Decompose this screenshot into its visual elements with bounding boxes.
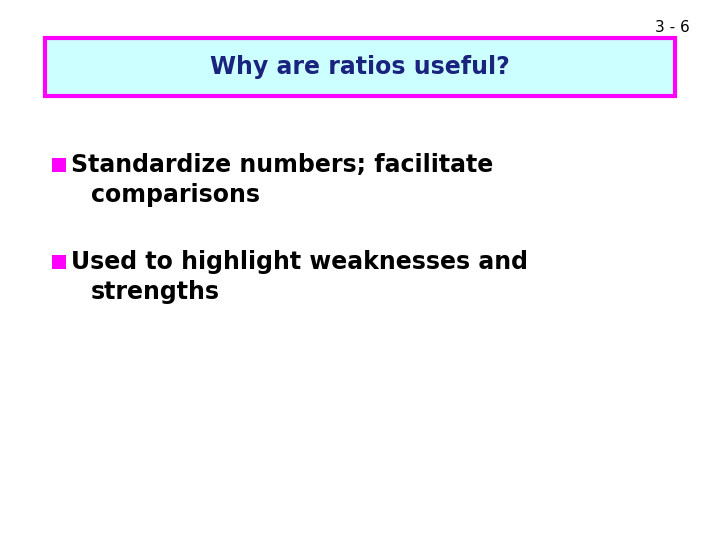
Text: 3 - 6: 3 - 6 [655,20,690,35]
Text: Used to highlight weaknesses and: Used to highlight weaknesses and [71,250,528,274]
FancyBboxPatch shape [45,38,675,96]
Text: Standardize numbers; facilitate: Standardize numbers; facilitate [71,153,493,177]
Text: Why are ratios useful?: Why are ratios useful? [210,55,510,79]
Bar [52,255,66,269]
Text: comparisons: comparisons [91,183,260,207]
Bar [52,158,66,172]
Text: strengths: strengths [91,280,220,304]
